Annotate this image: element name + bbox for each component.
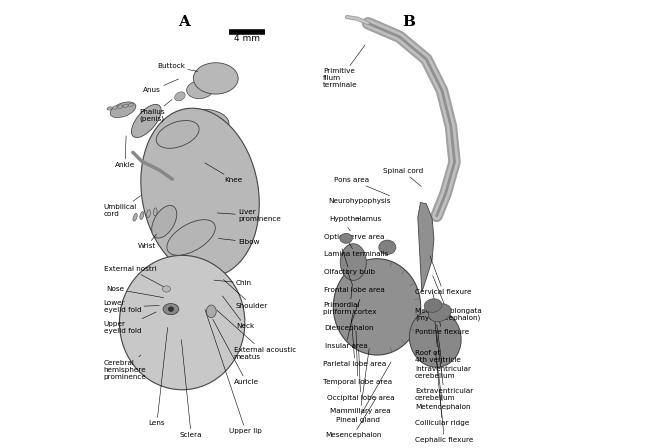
Ellipse shape bbox=[132, 104, 161, 138]
Ellipse shape bbox=[396, 302, 418, 327]
Ellipse shape bbox=[163, 286, 171, 292]
Text: Ankle: Ankle bbox=[115, 136, 135, 168]
Text: Sclera: Sclera bbox=[180, 340, 202, 438]
Text: Optic nerve area: Optic nerve area bbox=[324, 228, 385, 240]
Text: Neck: Neck bbox=[223, 296, 254, 329]
Text: Lens: Lens bbox=[148, 327, 168, 426]
Text: Upper
eyelid fold: Upper eyelid fold bbox=[104, 312, 156, 335]
Text: Knee: Knee bbox=[205, 163, 243, 183]
Ellipse shape bbox=[119, 255, 245, 390]
Text: Pons area: Pons area bbox=[335, 177, 390, 196]
Text: Lamina terminalis: Lamina terminalis bbox=[324, 237, 389, 258]
Ellipse shape bbox=[187, 81, 214, 99]
Text: Intraventricular
cerebellum: Intraventricular cerebellum bbox=[415, 325, 471, 379]
Text: Occipital lobe area: Occipital lobe area bbox=[327, 350, 395, 401]
Ellipse shape bbox=[133, 213, 137, 221]
Ellipse shape bbox=[333, 259, 421, 355]
Ellipse shape bbox=[167, 220, 215, 255]
Ellipse shape bbox=[128, 103, 133, 107]
Text: Metencephalon: Metencephalon bbox=[415, 352, 471, 410]
Text: Temporal lobe area: Temporal lobe area bbox=[324, 331, 393, 385]
Ellipse shape bbox=[146, 210, 150, 218]
Ellipse shape bbox=[206, 305, 216, 318]
Text: Medulla oblongata
(myelencephalon): Medulla oblongata (myelencephalon) bbox=[415, 276, 482, 321]
Text: Elbow: Elbow bbox=[219, 238, 260, 245]
Text: Pineal gland: Pineal gland bbox=[336, 362, 391, 423]
Text: Anus: Anus bbox=[143, 79, 178, 94]
Ellipse shape bbox=[424, 299, 442, 312]
Ellipse shape bbox=[113, 106, 118, 109]
Text: External acoustic
meatus: External acoustic meatus bbox=[217, 310, 296, 360]
Ellipse shape bbox=[168, 307, 174, 311]
Text: Olfactory bulb: Olfactory bulb bbox=[324, 249, 375, 276]
Text: Cervical flexure: Cervical flexure bbox=[415, 256, 471, 295]
Ellipse shape bbox=[152, 206, 176, 238]
Text: Phallus
(penis): Phallus (penis) bbox=[139, 99, 172, 122]
Text: Mammillary area: Mammillary area bbox=[330, 349, 391, 414]
Text: Cephalic flexure: Cephalic flexure bbox=[415, 393, 473, 443]
Text: Neurohypophysis: Neurohypophysis bbox=[329, 198, 391, 207]
Ellipse shape bbox=[140, 211, 144, 220]
Text: Upper lip: Upper lip bbox=[205, 310, 262, 434]
Text: Lower
eyelid fold: Lower eyelid fold bbox=[104, 300, 159, 314]
Ellipse shape bbox=[118, 105, 123, 108]
Ellipse shape bbox=[189, 109, 229, 133]
Ellipse shape bbox=[174, 92, 185, 101]
Text: Wrist: Wrist bbox=[137, 234, 157, 250]
Ellipse shape bbox=[110, 102, 136, 117]
Text: Parietal lobe area: Parietal lobe area bbox=[324, 320, 387, 367]
Ellipse shape bbox=[379, 240, 396, 254]
Text: B: B bbox=[402, 14, 415, 29]
Polygon shape bbox=[418, 202, 434, 292]
Text: Spinal cord: Spinal cord bbox=[383, 168, 423, 186]
Ellipse shape bbox=[193, 63, 238, 94]
Text: Primitive
filum
terminale: Primitive filum terminale bbox=[324, 45, 365, 88]
Text: Pontine flexure: Pontine flexure bbox=[415, 292, 469, 336]
Ellipse shape bbox=[156, 121, 199, 148]
Ellipse shape bbox=[123, 104, 128, 108]
Text: Primordial
piriform cortex: Primordial piriform cortex bbox=[324, 284, 377, 315]
Text: A: A bbox=[178, 14, 190, 29]
Text: Nose: Nose bbox=[106, 286, 164, 297]
Text: Umbilical
cord: Umbilical cord bbox=[104, 196, 141, 217]
Text: 4 mm: 4 mm bbox=[234, 34, 260, 43]
Text: Insular area: Insular area bbox=[325, 310, 367, 349]
Ellipse shape bbox=[409, 309, 461, 367]
Text: Frontal lobe area: Frontal lobe area bbox=[324, 269, 385, 293]
Ellipse shape bbox=[163, 304, 179, 314]
Ellipse shape bbox=[107, 107, 112, 110]
Text: Chin: Chin bbox=[214, 280, 252, 286]
Text: External nostri: External nostri bbox=[104, 266, 167, 289]
Text: Auricle: Auricle bbox=[213, 319, 259, 385]
Ellipse shape bbox=[340, 244, 367, 280]
Ellipse shape bbox=[141, 108, 259, 277]
Text: Cerebral
hemisphere
prominence: Cerebral hemisphere prominence bbox=[104, 355, 146, 379]
Text: Extraventricular
cerebellum: Extraventricular cerebellum bbox=[415, 335, 473, 401]
Text: Collicular ridge: Collicular ridge bbox=[415, 362, 469, 426]
Ellipse shape bbox=[154, 208, 157, 216]
Text: Hypothalamus: Hypothalamus bbox=[329, 215, 381, 222]
Ellipse shape bbox=[428, 304, 451, 322]
Text: Liver
prominence: Liver prominence bbox=[217, 209, 281, 223]
Text: Buttock: Buttock bbox=[157, 63, 198, 71]
Text: Mesencephalon: Mesencephalon bbox=[325, 398, 381, 439]
Text: Shoulder: Shoulder bbox=[223, 280, 268, 309]
Ellipse shape bbox=[340, 233, 352, 243]
Text: Diencephalon: Diencephalon bbox=[325, 299, 374, 331]
Text: Roof of
4th ventricle: Roof of 4th ventricle bbox=[415, 311, 461, 363]
